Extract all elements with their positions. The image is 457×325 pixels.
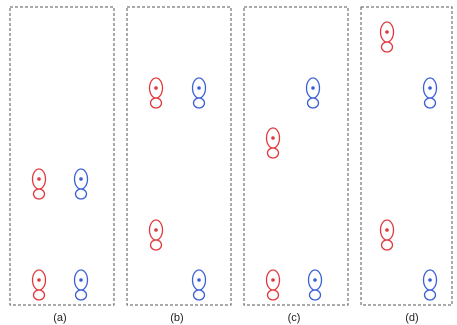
marker-dot [154, 228, 158, 232]
red-marker [379, 219, 395, 251]
marker-lower-lobe [149, 239, 163, 251]
marker-lower-lobe [266, 147, 280, 159]
marker-dot [37, 177, 41, 181]
panel-caption: (d) [405, 312, 418, 324]
blue-marker [191, 77, 207, 109]
panel-2: (b) [126, 6, 232, 324]
panel-caption: (c) [288, 312, 301, 324]
blue-marker [191, 269, 207, 301]
red-marker [265, 127, 281, 159]
panel-1: (a) [9, 6, 115, 324]
marker-dot [79, 278, 83, 282]
panel-3: (c) [243, 6, 349, 324]
red-marker [379, 21, 395, 53]
blue-marker [422, 77, 438, 109]
blue-marker [73, 168, 89, 200]
marker-dot [428, 278, 432, 282]
blue-marker [307, 269, 323, 301]
marker-dot [154, 86, 158, 90]
marker-lower-lobe [192, 97, 206, 109]
marker-dot [385, 30, 389, 34]
marker-dot [271, 278, 275, 282]
marker-dot [197, 278, 201, 282]
marker-dot [385, 228, 389, 232]
red-marker [148, 219, 164, 251]
marker-dot [313, 278, 317, 282]
marker-lower-lobe [423, 97, 437, 109]
blue-marker [422, 269, 438, 301]
red-marker [31, 269, 47, 301]
blue-marker [305, 77, 321, 109]
marker-lower-lobe [380, 239, 394, 251]
marker-lower-lobe [423, 289, 437, 301]
red-marker [265, 269, 281, 301]
marker-dot [271, 136, 275, 140]
panel-frame [243, 6, 349, 306]
panel-frame [126, 6, 232, 306]
marker-lower-lobe [32, 289, 46, 301]
marker-dot [37, 278, 41, 282]
panel-frame [9, 6, 115, 306]
panel-caption: (b) [170, 312, 183, 324]
marker-lower-lobe [380, 41, 394, 53]
marker-lower-lobe [308, 289, 322, 301]
marker-lower-lobe [74, 188, 88, 200]
red-marker [148, 77, 164, 109]
marker-dot [311, 86, 315, 90]
marker-dot [79, 177, 83, 181]
panel-caption: (a) [53, 312, 66, 324]
marker-lower-lobe [266, 289, 280, 301]
marker-lower-lobe [74, 289, 88, 301]
panels-layer: (a) (b) (c) (d) [9, 6, 453, 324]
marker-dot [197, 86, 201, 90]
panel-frame [360, 6, 453, 306]
panel-4: (d) [360, 6, 453, 324]
marker-lower-lobe [192, 289, 206, 301]
marker-lower-lobe [32, 188, 46, 200]
marker-dot [428, 86, 432, 90]
red-marker [31, 168, 47, 200]
blue-marker [73, 269, 89, 301]
marker-lower-lobe [149, 97, 163, 109]
marker-lower-lobe [306, 97, 320, 109]
